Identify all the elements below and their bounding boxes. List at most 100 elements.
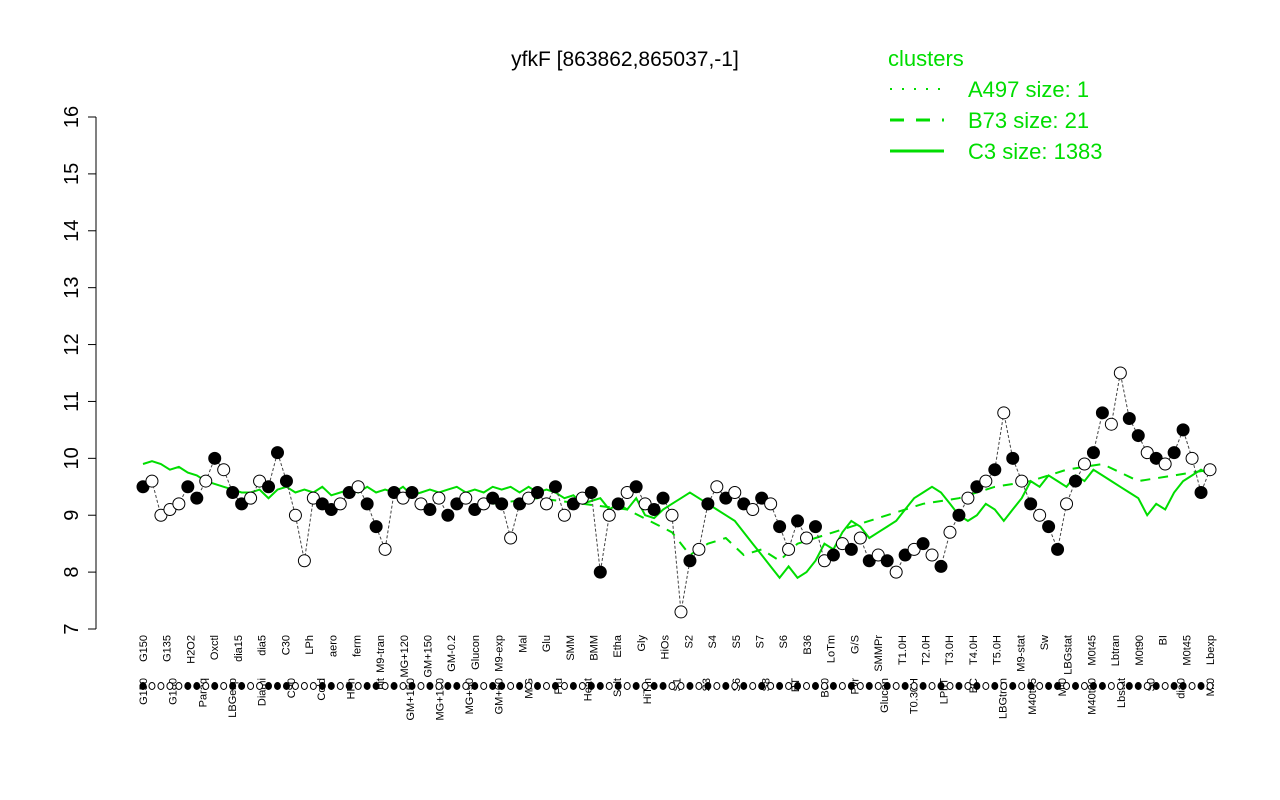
data-point	[1086, 446, 1100, 460]
y-tick-label: 7	[61, 623, 83, 634]
data-point	[611, 497, 625, 511]
x-tick-label: B36	[802, 635, 814, 655]
rug-marker	[659, 682, 667, 690]
rug-marker	[1134, 682, 1142, 690]
rug-marker	[776, 682, 784, 690]
rug-marker	[273, 682, 281, 690]
x-tick-label: S7	[754, 635, 766, 648]
rug-marker	[220, 682, 228, 690]
rug-marker	[282, 682, 290, 690]
rug-marker	[1152, 682, 1160, 690]
rug-marker	[820, 682, 828, 690]
rug-marker	[507, 682, 515, 690]
data-point	[1051, 542, 1065, 556]
data-point	[531, 485, 545, 499]
rug-marker	[265, 682, 273, 690]
x-tick-label: H2O2	[185, 635, 197, 664]
rug-marker	[811, 682, 819, 690]
x-tick-label: LBGstat	[1063, 635, 1075, 675]
rug-marker	[462, 682, 470, 690]
rug-marker	[480, 682, 488, 690]
y-axis: 7 8 9 10 11 12 13 14 15 16	[61, 106, 97, 635]
rug-marker	[202, 682, 210, 690]
y-tick-label: 16	[61, 106, 83, 128]
y-tick-label: 13	[61, 277, 83, 299]
x-tick-label: LPh	[304, 635, 316, 655]
rug-marker	[650, 682, 658, 690]
rug-marker	[892, 682, 900, 690]
x-tick-label: Etha	[612, 634, 624, 658]
data-point	[808, 520, 822, 534]
x-tick-label: Sw	[1039, 635, 1051, 650]
x-tick-label: Oxctl	[209, 635, 221, 660]
rug-marker	[1125, 682, 1133, 690]
data-point	[961, 491, 975, 505]
rug-marker	[695, 682, 703, 690]
x-tick-label: G/S	[849, 635, 861, 654]
data-point	[226, 485, 240, 499]
rug-marker	[803, 682, 811, 690]
data-point	[504, 531, 518, 545]
rug-marker	[713, 682, 721, 690]
rug-marker	[937, 682, 945, 690]
rug-marker	[166, 682, 174, 690]
data-point	[710, 480, 724, 494]
data-point	[217, 463, 231, 477]
data-point	[1113, 366, 1127, 380]
x-tick-label: dia5	[257, 635, 269, 656]
x-tick-label: S5	[731, 635, 743, 648]
legend-label: A497 size: 1	[968, 77, 1089, 102]
rug-marker	[453, 682, 461, 690]
data-point	[1203, 463, 1217, 477]
data-point	[369, 520, 383, 534]
rug-marker	[704, 682, 712, 690]
x-tick-label: M9-stat	[1015, 635, 1027, 672]
x-tick-label: LoTm	[826, 635, 838, 663]
rug-marker	[1036, 682, 1044, 690]
rug-marker	[247, 682, 255, 690]
x-tick-label: HiOs	[660, 635, 672, 660]
rug-marker	[238, 682, 246, 690]
rug-marker	[435, 682, 443, 690]
x-tick-label: Gly	[636, 635, 648, 652]
x-tick-label: ferm	[351, 635, 363, 657]
data-point	[1104, 417, 1118, 431]
data-point	[539, 497, 553, 511]
y-tick-label: 9	[61, 510, 83, 521]
data-point	[145, 474, 159, 488]
rug-marker	[758, 682, 766, 690]
x-tick-label: T4.0H	[968, 635, 980, 665]
data-point	[441, 508, 455, 522]
data-point	[557, 508, 571, 522]
rug-marker	[1143, 682, 1151, 690]
rug-marker	[767, 682, 775, 690]
rug-marker	[1206, 682, 1214, 690]
rug-marker	[336, 682, 344, 690]
data-point	[172, 497, 186, 511]
rug-marker	[381, 682, 389, 690]
data-point	[199, 474, 213, 488]
rug-marker	[471, 682, 479, 690]
x-tick-label: M0t45	[1086, 635, 1098, 666]
x-tick-label: C30	[280, 635, 292, 655]
rug-marker	[623, 682, 631, 690]
data-point	[1176, 423, 1190, 437]
data-point	[925, 548, 939, 562]
rug-marker	[211, 682, 219, 690]
rug-marker	[426, 682, 434, 690]
rug-marker	[919, 682, 927, 690]
rug-marker	[614, 682, 622, 690]
data-point	[1015, 474, 1029, 488]
x-tick-label: SMMPr	[873, 635, 885, 672]
rug-marker	[399, 682, 407, 690]
data-point	[1095, 406, 1109, 420]
data-point	[495, 497, 509, 511]
data-point	[629, 480, 643, 494]
data-point	[826, 548, 840, 562]
data-point	[934, 559, 948, 573]
x-tick-label: M9-tran	[375, 635, 387, 673]
data-point	[853, 531, 867, 545]
rug-marker	[1170, 682, 1178, 690]
data-point	[262, 480, 276, 494]
